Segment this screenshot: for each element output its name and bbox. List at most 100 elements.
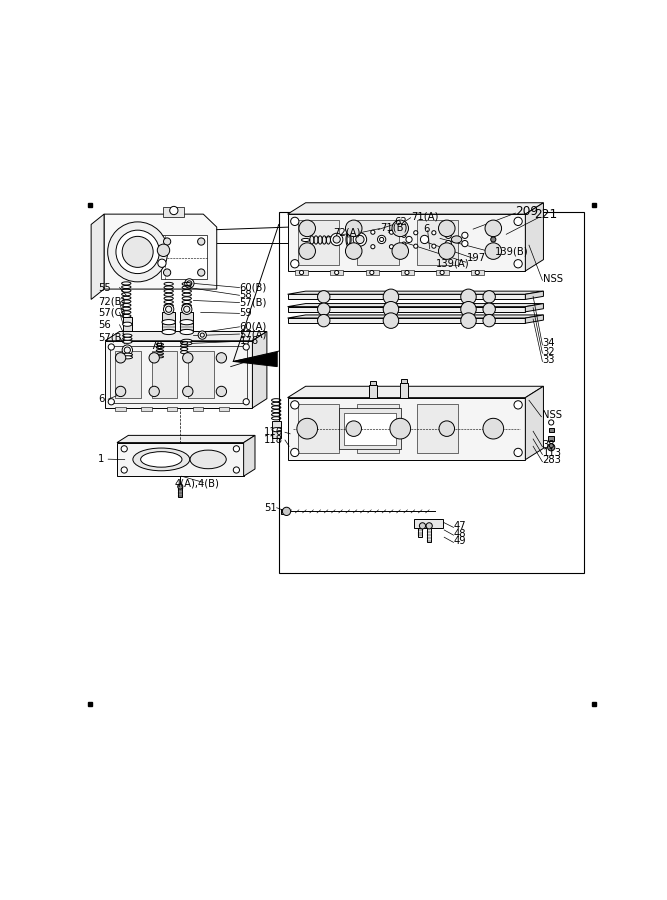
Circle shape [149, 386, 159, 397]
Circle shape [299, 271, 303, 274]
Bar [496, 238, 509, 241]
Bar [400, 231, 413, 248]
Text: 59: 59 [239, 309, 252, 319]
Bar [180, 312, 193, 332]
Ellipse shape [122, 356, 133, 359]
Circle shape [461, 302, 476, 317]
Circle shape [390, 418, 411, 439]
Polygon shape [526, 386, 544, 460]
Text: 71(A): 71(A) [412, 212, 439, 221]
Text: 197: 197 [467, 253, 486, 263]
Text: 116: 116 [264, 428, 283, 437]
Circle shape [108, 344, 115, 350]
Circle shape [163, 269, 171, 276]
Circle shape [291, 448, 299, 456]
Bar [358, 220, 399, 265]
Circle shape [402, 233, 406, 238]
Bar [296, 235, 305, 237]
Text: 209: 209 [516, 205, 539, 218]
Bar [272, 421, 281, 438]
Text: 70: 70 [151, 341, 163, 352]
Circle shape [317, 314, 330, 327]
Bar [123, 317, 132, 331]
Circle shape [157, 244, 169, 256]
Circle shape [514, 400, 522, 409]
Bar [471, 270, 484, 275]
Circle shape [169, 206, 178, 214]
Bar [548, 436, 554, 441]
Polygon shape [526, 202, 544, 271]
Circle shape [121, 446, 127, 452]
Circle shape [183, 353, 193, 363]
Bar [418, 528, 422, 537]
Circle shape [216, 353, 227, 363]
Circle shape [299, 243, 315, 259]
Circle shape [438, 220, 455, 237]
Circle shape [346, 421, 362, 436]
Ellipse shape [133, 448, 189, 471]
Polygon shape [287, 202, 544, 214]
Text: 32: 32 [542, 346, 555, 356]
Circle shape [483, 418, 504, 439]
Circle shape [291, 217, 299, 226]
Bar [296, 239, 305, 241]
Text: 38: 38 [542, 440, 555, 450]
Circle shape [392, 220, 408, 237]
Ellipse shape [123, 322, 132, 327]
Circle shape [438, 243, 455, 259]
Circle shape [420, 235, 429, 244]
Bar [287, 214, 526, 271]
Text: 57(C): 57(C) [98, 307, 125, 318]
Circle shape [333, 236, 340, 243]
Circle shape [514, 217, 522, 226]
Circle shape [233, 446, 239, 452]
Circle shape [549, 420, 554, 425]
Circle shape [414, 244, 418, 248]
Text: 62: 62 [394, 217, 407, 227]
Ellipse shape [123, 334, 132, 338]
Circle shape [439, 421, 454, 436]
Circle shape [121, 467, 127, 473]
Bar [287, 307, 526, 311]
Circle shape [370, 271, 374, 274]
Bar [115, 407, 126, 411]
Circle shape [420, 523, 426, 529]
Text: 47: 47 [454, 521, 466, 531]
Text: 176: 176 [239, 337, 259, 347]
Bar [161, 235, 207, 279]
Polygon shape [243, 436, 255, 476]
Bar [549, 428, 554, 432]
Circle shape [514, 448, 522, 456]
Circle shape [383, 289, 399, 304]
Circle shape [392, 243, 408, 259]
Circle shape [165, 306, 172, 312]
Text: 49: 49 [454, 536, 466, 545]
Bar [427, 528, 432, 543]
Circle shape [317, 291, 330, 303]
Ellipse shape [122, 353, 133, 356]
Circle shape [297, 418, 317, 439]
Bar [296, 241, 305, 243]
Bar [287, 294, 526, 300]
Bar [366, 270, 379, 275]
Circle shape [317, 303, 330, 315]
Circle shape [461, 313, 476, 328]
Bar [369, 384, 377, 398]
Circle shape [406, 237, 412, 243]
Circle shape [185, 279, 194, 288]
Ellipse shape [301, 238, 309, 241]
Circle shape [414, 230, 418, 235]
Circle shape [181, 304, 192, 314]
Text: 34: 34 [542, 338, 555, 348]
Circle shape [291, 400, 299, 409]
Bar [417, 404, 458, 454]
Circle shape [291, 259, 299, 268]
Polygon shape [526, 315, 544, 323]
Bar [436, 270, 449, 275]
Ellipse shape [123, 338, 132, 340]
Bar [141, 407, 151, 411]
Ellipse shape [452, 236, 462, 243]
Text: 4(A),4(B): 4(A),4(B) [174, 479, 219, 489]
Text: 221: 221 [534, 208, 558, 221]
Circle shape [107, 222, 167, 282]
